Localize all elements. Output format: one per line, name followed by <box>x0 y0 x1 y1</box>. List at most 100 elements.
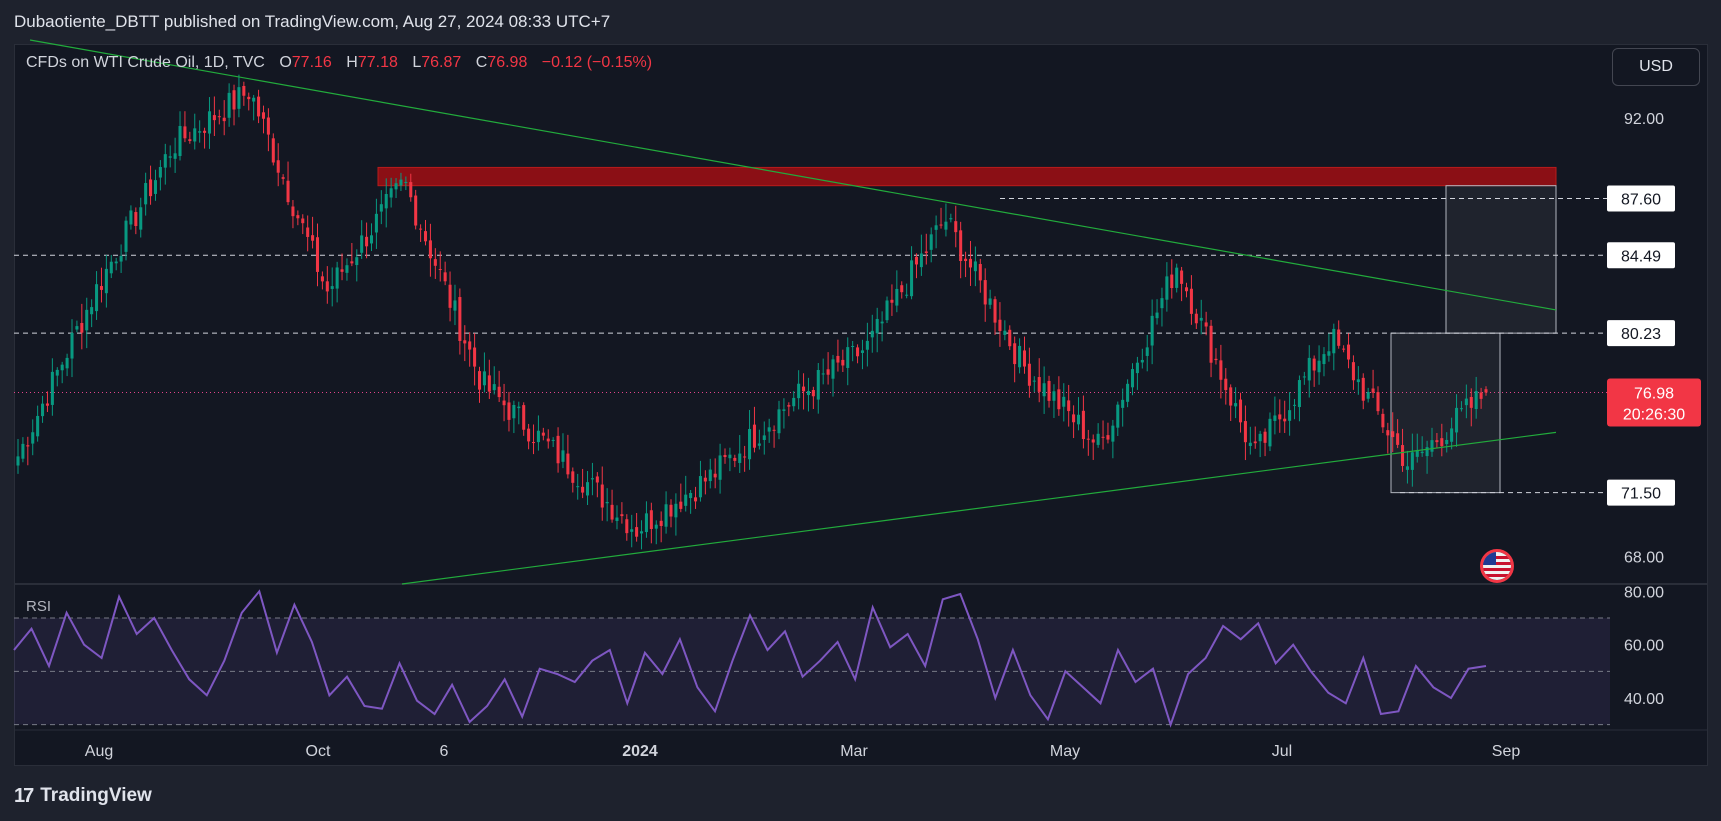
low-label: L <box>412 54 422 71</box>
candle <box>1243 421 1247 443</box>
candle <box>964 258 968 262</box>
candle <box>134 212 138 226</box>
candle <box>846 347 850 368</box>
time-tick-label: Oct <box>306 743 331 760</box>
candle <box>1184 287 1189 292</box>
candle <box>792 397 796 407</box>
candle <box>276 160 280 173</box>
candle <box>1111 425 1115 442</box>
symbol-name: CFDs on WTI Crude Oil, 1D, TVC <box>26 54 265 71</box>
candle <box>1067 400 1071 412</box>
candle <box>644 513 648 533</box>
rsi-tick-label: 60.00 <box>1624 638 1664 655</box>
candle <box>1229 387 1233 406</box>
candle <box>762 435 766 440</box>
candle <box>1283 418 1287 422</box>
candle <box>1376 392 1380 412</box>
candle <box>60 364 64 371</box>
candle <box>1224 378 1228 391</box>
candle <box>1101 436 1105 438</box>
price-level-badge <box>1607 242 1675 269</box>
candle <box>163 154 167 168</box>
time-tick-label: Sep <box>1492 743 1521 760</box>
candle <box>360 235 364 253</box>
candle <box>1214 358 1218 361</box>
tradingview-logo-icon: 17 <box>14 784 34 807</box>
candle <box>394 183 398 190</box>
candle <box>90 307 94 315</box>
candle <box>910 260 914 297</box>
candle <box>158 166 162 178</box>
candle <box>104 268 108 294</box>
candle <box>600 484 604 508</box>
candle <box>507 402 511 420</box>
candle <box>576 486 580 488</box>
candle <box>708 469 712 482</box>
candle <box>860 350 864 353</box>
candle <box>797 383 801 399</box>
candle <box>477 371 482 390</box>
candle <box>625 519 629 534</box>
candle <box>217 116 221 118</box>
candle <box>718 455 722 480</box>
candle <box>1160 298 1164 309</box>
candle <box>998 319 1002 331</box>
candle <box>1209 325 1213 363</box>
candle <box>193 128 197 142</box>
candle <box>1008 329 1012 347</box>
time-tick-label: 2024 <box>622 743 658 760</box>
candle <box>365 236 369 247</box>
price-level-label: 80.23 <box>1621 326 1661 343</box>
open-value: 77.16 <box>291 54 332 71</box>
us-flag-icon[interactable] <box>1480 549 1514 583</box>
chart-frame[interactable] <box>14 44 1708 766</box>
candle <box>1278 414 1282 420</box>
candle <box>743 456 747 458</box>
close-label: C <box>475 54 488 71</box>
candle <box>669 504 673 517</box>
candle <box>1425 447 1429 457</box>
candle <box>757 443 761 446</box>
candle <box>252 97 256 102</box>
countdown-label: 20:26:30 <box>1623 407 1685 424</box>
currency-button[interactable]: USD <box>1612 48 1700 86</box>
footer: 17 TradingView <box>14 782 152 810</box>
candle <box>482 371 486 386</box>
candle <box>1175 267 1179 288</box>
candle <box>752 424 756 448</box>
last-price-label: 76.98 <box>1634 386 1674 403</box>
candle <box>1342 348 1346 350</box>
candle <box>919 253 923 268</box>
candle <box>65 357 69 369</box>
candle <box>581 486 585 493</box>
candle <box>1351 362 1355 381</box>
candle <box>664 504 668 527</box>
candle <box>80 322 84 333</box>
candle <box>443 272 447 282</box>
candle <box>698 476 702 498</box>
candle <box>546 438 550 442</box>
candle <box>875 318 879 334</box>
candle <box>772 429 776 431</box>
candle <box>296 215 300 219</box>
candle <box>458 297 462 341</box>
candle <box>1062 396 1066 407</box>
candle <box>178 125 182 157</box>
candle <box>379 204 383 212</box>
candle <box>561 450 565 462</box>
candle <box>1042 383 1046 397</box>
candle <box>389 188 393 198</box>
candle <box>153 180 157 194</box>
candles-group <box>16 74 1488 550</box>
time-tick-label: Aug <box>85 743 113 760</box>
candle <box>1440 438 1444 447</box>
ascending-trendline <box>401 431 1557 585</box>
candle <box>531 442 536 444</box>
candle <box>188 139 192 142</box>
candle <box>1435 440 1439 443</box>
candle <box>983 280 987 305</box>
projection-box-lower <box>1390 332 1501 494</box>
candle <box>1479 392 1483 399</box>
rsi-line <box>13 589 1487 728</box>
